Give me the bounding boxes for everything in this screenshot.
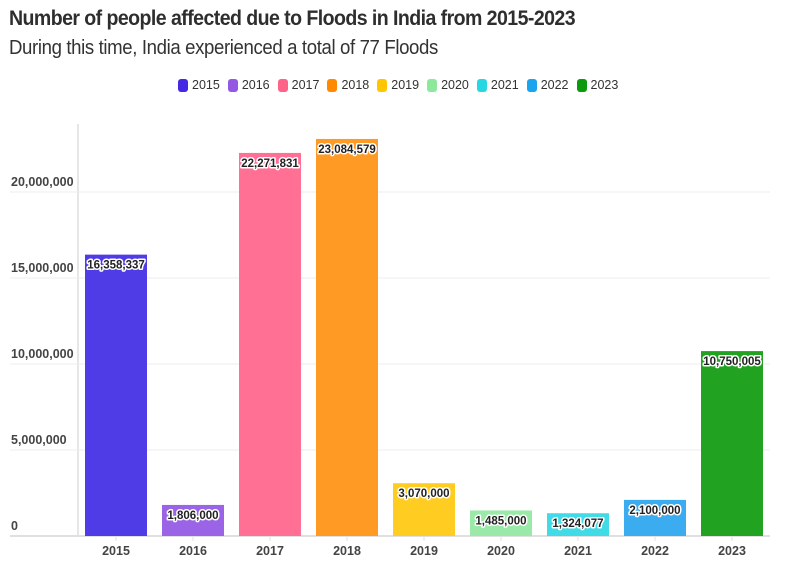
x-tick-label: 2016	[179, 544, 207, 558]
y-tick-label: 5,000,000	[11, 433, 67, 447]
legend-item-2016[interactable]: 2016	[227, 78, 270, 92]
y-tick-label: 10,000,000	[11, 347, 74, 361]
data-label: 1,485,000	[475, 515, 526, 527]
legend-swatch	[178, 78, 188, 92]
legend-swatch	[277, 78, 288, 92]
legend-item-2020[interactable]: 2020	[427, 78, 469, 92]
legend-item-2019[interactable]: 2019	[377, 78, 419, 92]
legend-label: 2023	[590, 78, 619, 92]
legend-item-2021[interactable]: 2021	[476, 78, 519, 92]
legend-swatch	[327, 78, 338, 92]
data-label: 1,324,077	[552, 518, 603, 530]
bar-2018	[316, 138, 378, 536]
x-tick-label: 2020	[487, 544, 515, 558]
x-tick-label: 2018	[333, 544, 361, 558]
y-tick-label: 15,000,000	[11, 261, 74, 275]
data-label: 23,084,579	[318, 144, 376, 156]
chart-title: Number of people affected due to Floods …	[9, 7, 576, 30]
legend-item-2022[interactable]: 2022	[526, 78, 569, 92]
legend-label: 2019	[391, 78, 420, 92]
legend-swatch	[427, 78, 438, 92]
data-label: 16,358,337	[87, 260, 145, 272]
legend-swatch	[377, 78, 388, 92]
legend-swatch	[476, 78, 487, 92]
legend-label: 2020	[441, 78, 469, 92]
legend-item-2015[interactable]: 2015	[178, 78, 220, 92]
legend-label: 2022	[540, 78, 569, 92]
legend-label: 2018	[341, 78, 370, 92]
bar-2019	[393, 483, 455, 536]
bar-2015	[85, 254, 147, 536]
bar-2022	[624, 499, 686, 536]
y-tick-label: 0	[11, 519, 18, 533]
legend-swatch	[227, 78, 238, 92]
bar-2020	[470, 510, 532, 536]
x-tick-label: 2017	[256, 544, 284, 558]
x-tick-label: 2022	[641, 544, 669, 558]
bar-2021	[547, 513, 609, 536]
legend-item-2017[interactable]: 2017	[277, 78, 320, 92]
data-label: 1,806,000	[167, 510, 218, 522]
data-label: 10,750,005	[703, 356, 761, 368]
legend-label: 2017	[291, 78, 320, 92]
bar-2017	[239, 152, 301, 536]
legend-swatch	[576, 78, 587, 92]
legend-label: 2016	[241, 78, 270, 92]
chart-legend: 2015 2016 2017 2018 2019 2020 2021 2022 2023	[178, 78, 626, 92]
bar-2023	[701, 351, 763, 536]
legend-swatch	[526, 78, 537, 92]
legend-label: 2015	[192, 78, 220, 92]
x-tick-label: 2023	[718, 544, 746, 558]
x-tick-label: 2021	[564, 544, 592, 558]
bar-2016	[162, 504, 224, 536]
y-tick-label: 20,000,000	[11, 175, 74, 189]
data-label: 2,100,000	[629, 505, 680, 517]
legend-item-2018[interactable]: 2018	[327, 78, 369, 92]
legend-item-2023[interactable]: 2023	[576, 78, 619, 92]
x-tick-label: 2019	[410, 544, 438, 558]
chart-subtitle: During this time, India experienced a to…	[9, 37, 438, 59]
data-label: 22,271,831	[241, 158, 299, 170]
legend-label: 2021	[490, 78, 519, 92]
data-label: 3,070,000	[398, 488, 449, 500]
x-tick-label: 2015	[102, 544, 130, 558]
